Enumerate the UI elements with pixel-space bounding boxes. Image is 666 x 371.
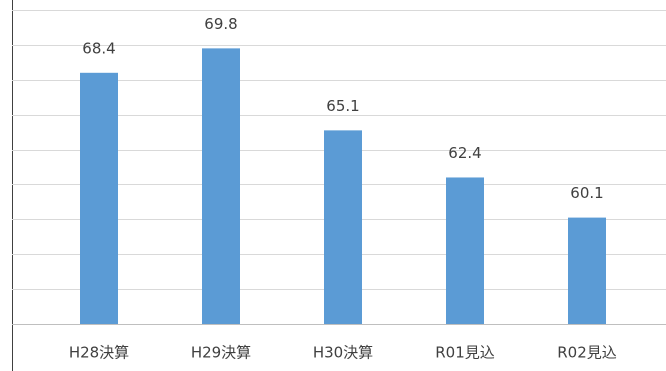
data-label: 68.4	[82, 39, 115, 57]
x-tick-label: H29決算	[191, 344, 251, 362]
bar	[202, 48, 240, 324]
data-label: 62.4	[448, 144, 481, 162]
bar	[568, 217, 606, 324]
x-tick-label: R01見込	[435, 344, 495, 362]
x-tick-label: H30決算	[313, 344, 373, 362]
bar	[446, 177, 484, 324]
x-tick-label: H28決算	[69, 344, 129, 362]
data-label: 65.1	[326, 97, 359, 115]
bar	[80, 72, 118, 324]
data-label: 60.1	[570, 184, 603, 202]
data-label: 69.8	[204, 15, 237, 33]
x-tick-label: R02見込	[557, 344, 617, 362]
bar	[324, 130, 362, 324]
